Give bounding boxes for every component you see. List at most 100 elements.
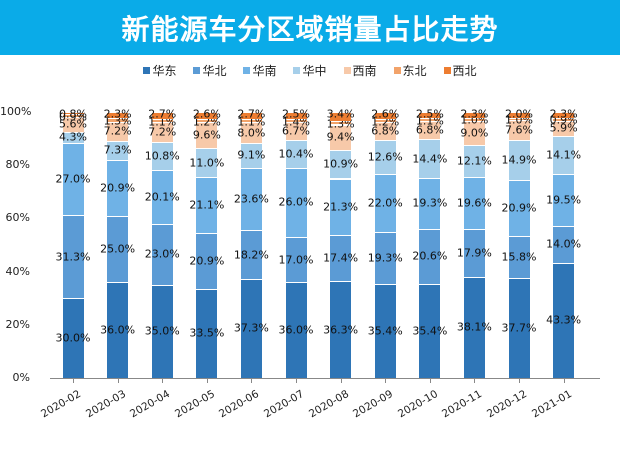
bar-segment [508, 180, 530, 236]
x-tick-label: 2020-04 [128, 388, 173, 421]
data-label: 19.6% [456, 196, 492, 210]
bar-segment [374, 283, 396, 378]
y-tick-label: 20% [5, 317, 30, 331]
data-label: 7.2% [148, 125, 177, 139]
data-label: 2.0% [505, 107, 533, 121]
data-label: 4.3% [59, 130, 87, 144]
data-label: 36.0% [278, 323, 314, 337]
data-label: 9.4% [326, 130, 355, 144]
data-label: 5.6% [59, 117, 87, 131]
legend-swatch-icon [243, 67, 251, 74]
legend-swatch-icon [393, 67, 401, 74]
data-label: 17.0% [278, 253, 314, 267]
bar-segment [553, 118, 575, 121]
bar-segment [107, 282, 129, 378]
data-label: 12.6% [367, 150, 403, 164]
bar-segment [196, 119, 218, 123]
data-label: 37.3% [233, 321, 269, 335]
data-label: 14.0% [546, 237, 582, 251]
bar-segment [330, 121, 352, 125]
bar-segment [285, 118, 307, 123]
data-label: 20.1% [144, 190, 180, 204]
bar-segment [374, 119, 396, 123]
x-tick-mark [519, 379, 520, 383]
data-label: 2.6% [192, 107, 221, 121]
x-tick-label: 2020-08 [306, 388, 351, 421]
x-tick-label: 2020-05 [172, 388, 217, 421]
x-tick-mark [429, 379, 431, 383]
bar-segment [240, 143, 262, 168]
data-label: 2.3% [460, 107, 489, 121]
data-label: 6.7% [282, 124, 310, 138]
bar-segment [330, 281, 352, 378]
data-label: 10.8% [144, 149, 180, 163]
data-label: 18.2% [233, 248, 269, 262]
data-label: 19.3% [367, 251, 403, 265]
data-label: 6.8% [371, 124, 400, 138]
bar-segment [463, 144, 485, 177]
bar-segment [553, 262, 575, 378]
bar-segment [107, 118, 129, 122]
bar-segment [508, 277, 530, 378]
bar-segment [240, 112, 262, 120]
data-label: 30.0% [55, 331, 91, 345]
data-label: 11.0% [189, 156, 225, 170]
bar-segment [196, 177, 218, 234]
bar-segment [330, 124, 352, 150]
x-tick-label: 2020-06 [217, 388, 262, 421]
x-tick-mark [73, 379, 74, 383]
legend-item: 东北 [393, 62, 427, 79]
data-label: 14.9% [501, 153, 537, 167]
data-label: 7.3% [103, 143, 132, 157]
bar-segment [151, 284, 173, 378]
bar-segment [553, 120, 575, 137]
data-label: 2.7% [237, 107, 266, 121]
bar-segment [330, 149, 352, 179]
data-label: 14.4% [412, 152, 448, 166]
legend-label: 华南 [252, 64, 277, 78]
data-label: 6.8% [415, 123, 444, 137]
data-label: 20.9% [100, 181, 136, 195]
legend-swatch-icon [343, 67, 351, 74]
bar-segment [419, 111, 441, 119]
data-label: 23.0% [144, 247, 180, 261]
x-tick-label: 2020-09 [351, 388, 396, 421]
bar-segment [285, 282, 307, 378]
x-tick-mark [162, 379, 164, 383]
legend-label: 华东 [152, 64, 177, 78]
x-tick-mark [296, 379, 297, 383]
data-label: 9.6% [192, 128, 221, 142]
bar-segment [62, 131, 84, 144]
legend-item: 西北 [443, 62, 477, 79]
data-label: 36.3% [323, 323, 359, 337]
bar-segment [330, 178, 352, 236]
data-label: 43.3% [546, 313, 582, 327]
bar-segment [553, 112, 575, 119]
legend-item: 华北 [193, 62, 226, 79]
legend-swatch-icon [193, 67, 201, 74]
bar-segment [374, 140, 396, 174]
bar-segment [240, 230, 262, 279]
data-label: 20.6% [412, 249, 448, 263]
bar-segment [107, 160, 129, 216]
data-label: 26.0% [278, 195, 314, 209]
x-tick-label: 2020-07 [262, 388, 306, 421]
data-label: 25.0% [100, 242, 136, 256]
bar-segment [463, 229, 485, 277]
data-label: 20.9% [189, 254, 225, 268]
legend-label: 华北 [202, 64, 227, 78]
legend-swatch-icon [443, 67, 451, 74]
data-label: 3.4% [326, 107, 355, 121]
data-label: 2.5% [282, 107, 310, 121]
bar-segment [419, 177, 441, 230]
data-label: 19.3% [412, 196, 448, 210]
legend-item: 华东 [143, 62, 176, 79]
data-label: 15.8% [501, 250, 537, 264]
data-label: 7.6% [505, 123, 533, 137]
bar-segment [374, 112, 396, 120]
bar-segment [508, 120, 530, 141]
bar-segment [285, 122, 307, 141]
bar-segment [374, 232, 396, 284]
bar-segment [62, 116, 84, 132]
